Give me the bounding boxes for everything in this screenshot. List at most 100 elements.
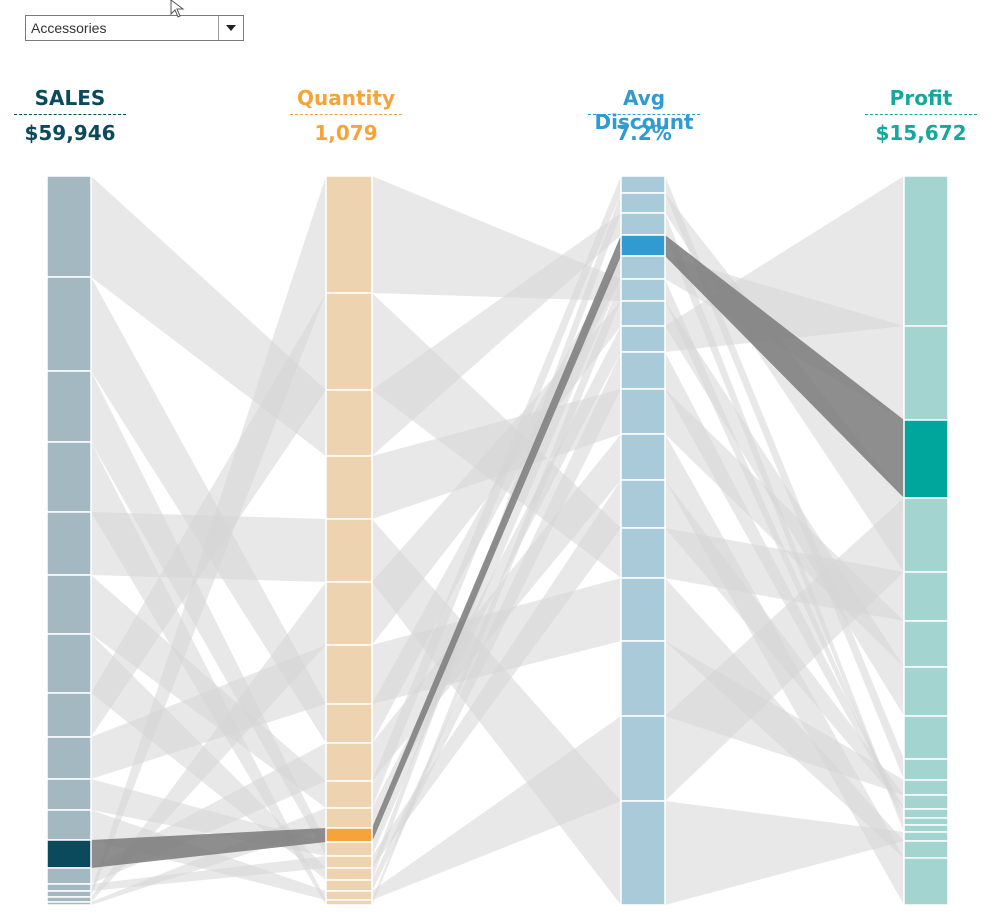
measure-title: Avg Discount (594, 86, 694, 134)
bar-segment-avg-discount[interactable] (620, 255, 666, 280)
bar-segment-profit[interactable] (903, 840, 949, 859)
bar-segment-profit[interactable] (903, 620, 949, 668)
measure-title: SALES (34, 86, 106, 110)
link-band (372, 176, 621, 808)
measure-sales: SALES $59,946 (5, 86, 135, 145)
bar-segment-sales[interactable] (46, 574, 92, 635)
measure-value: 1,079 (314, 121, 378, 145)
measure-quantity: Quantity 1,079 (281, 86, 411, 145)
bar-segment-quantity[interactable] (325, 807, 373, 829)
bar-segment-avg-discount[interactable] (620, 212, 666, 236)
category-filter-value: Accessories (31, 20, 107, 36)
bar-segment-profit[interactable] (903, 824, 949, 833)
bar-segment-quantity[interactable] (325, 581, 373, 646)
bar-segment-avg-discount[interactable] (620, 351, 666, 390)
bar-segment-sales[interactable] (46, 809, 92, 841)
bar-segment-avg-discount[interactable] (620, 234, 666, 257)
link-band (91, 176, 326, 897)
bar-segment-sales[interactable] (46, 883, 92, 892)
bar-segment-quantity[interactable] (325, 867, 373, 881)
bar-segment-avg-discount[interactable] (620, 640, 666, 717)
selected-link-band[interactable] (91, 828, 326, 868)
bar-segment-sales[interactable] (46, 370, 92, 443)
bar-segment-sales[interactable] (46, 276, 92, 372)
bar-segment-quantity[interactable] (325, 292, 373, 391)
bar-segment-sales[interactable] (46, 511, 92, 576)
bar-segment-avg-discount[interactable] (620, 300, 666, 327)
link-band (372, 480, 621, 868)
divider (588, 114, 700, 115)
bar-segment-profit[interactable] (903, 419, 949, 499)
measure-value: $15,672 (875, 121, 967, 145)
bar-segment-profit[interactable] (903, 779, 949, 796)
divider (14, 114, 126, 115)
bar-segment-profit[interactable] (903, 831, 949, 842)
measure-value: 7.2% (616, 121, 672, 145)
link-band (372, 279, 621, 905)
bar-segment-quantity[interactable] (325, 175, 373, 294)
measure-title: Profit (889, 86, 953, 110)
bar-segment-sales[interactable] (46, 736, 92, 780)
bar-segment-sales[interactable] (46, 901, 92, 906)
bar-segment-profit[interactable] (903, 497, 949, 573)
link-band (372, 213, 621, 456)
bar-segment-avg-discount[interactable] (620, 800, 666, 906)
bar-segment-profit[interactable] (903, 571, 949, 622)
bar-segment-quantity[interactable] (325, 827, 373, 843)
bar-segment-profit[interactable] (903, 325, 949, 421)
bar-segment-profit[interactable] (903, 666, 949, 717)
bar-segment-sales[interactable] (46, 778, 92, 811)
bar-segment-avg-discount[interactable] (620, 388, 666, 435)
bar-segment-sales[interactable] (46, 175, 92, 278)
bar-segment-quantity[interactable] (325, 855, 373, 869)
bar-segment-avg-discount[interactable] (620, 527, 666, 579)
bar-segment-sales[interactable] (46, 692, 92, 738)
bar-segment-quantity[interactable] (325, 455, 373, 520)
divider (865, 114, 977, 115)
bar-segment-profit[interactable] (903, 794, 949, 810)
category-filter-dropdown[interactable]: Accessories (25, 15, 244, 41)
bar-segment-avg-discount[interactable] (620, 192, 666, 214)
bar-segment-avg-discount[interactable] (620, 715, 666, 802)
bar-segment-sales[interactable] (46, 633, 92, 694)
measure-value: $59,946 (24, 121, 116, 145)
bar-segment-quantity[interactable] (325, 518, 373, 583)
bar-segment-quantity[interactable] (325, 742, 373, 782)
bar-segment-quantity[interactable] (325, 841, 373, 857)
chevron-down-icon[interactable] (218, 16, 243, 40)
bar-segment-sales[interactable] (46, 839, 92, 869)
link-band (665, 801, 904, 905)
bar-segment-quantity[interactable] (325, 899, 373, 906)
bar-segment-profit[interactable] (903, 808, 949, 819)
bar-segment-quantity[interactable] (325, 890, 373, 901)
bar-segment-profit[interactable] (903, 758, 949, 781)
bar-segment-quantity[interactable] (325, 389, 373, 457)
bar-segment-profit[interactable] (903, 857, 949, 906)
bar-segment-quantity[interactable] (325, 780, 373, 809)
selected-link-band[interactable] (372, 235, 621, 842)
bar-segment-avg-discount[interactable] (620, 175, 666, 194)
bar-segment-profit[interactable] (903, 175, 949, 327)
bar-segment-profit[interactable] (903, 817, 949, 826)
link-band (372, 352, 621, 891)
bar-segment-quantity[interactable] (325, 879, 373, 892)
measure-profit: Profit $15,672 (856, 86, 986, 145)
bar-segment-avg-discount[interactable] (620, 325, 666, 353)
selected-link-band[interactable] (665, 235, 904, 498)
bar-segment-avg-discount[interactable] (620, 577, 666, 642)
bar-segment-profit[interactable] (903, 715, 949, 760)
link-band (665, 498, 904, 801)
bar-segment-avg-discount[interactable] (620, 278, 666, 302)
bar-segment-quantity[interactable] (325, 644, 373, 705)
divider (290, 114, 402, 115)
link-band (372, 716, 621, 900)
link-band (91, 582, 326, 902)
bar-segment-sales[interactable] (46, 890, 92, 898)
bar-segment-sales[interactable] (46, 441, 92, 513)
bar-segment-avg-discount[interactable] (620, 433, 666, 481)
bar-segment-quantity[interactable] (325, 703, 373, 744)
mouse-pointer-icon (170, 0, 185, 18)
bar-segment-avg-discount[interactable] (620, 479, 666, 529)
bar-segment-sales[interactable] (46, 867, 92, 885)
